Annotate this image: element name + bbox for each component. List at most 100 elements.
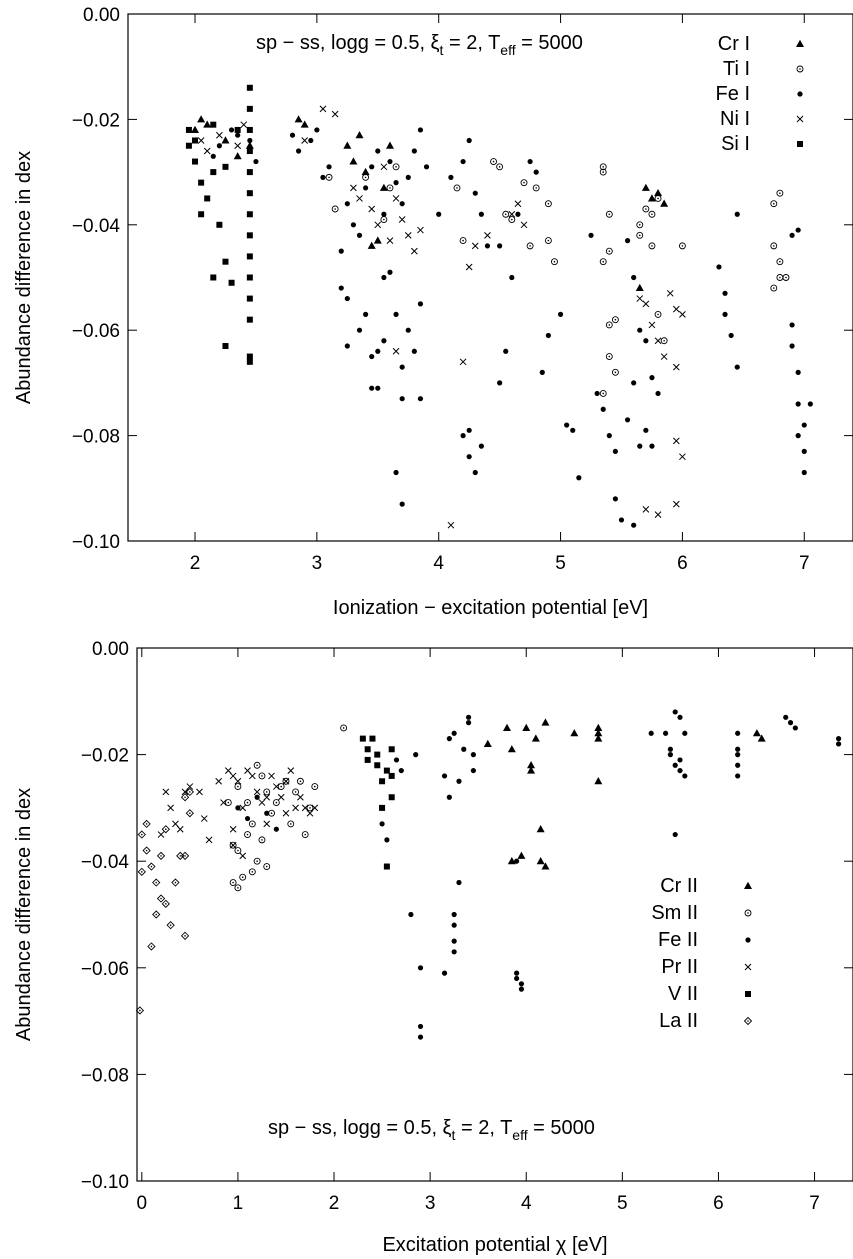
y-tick-label: −0.10 — [81, 1172, 129, 1193]
marker-ring — [277, 783, 285, 791]
marker-center — [663, 339, 665, 342]
data-point-ni-i — [392, 347, 400, 355]
chart-annotation: sp − ss, logg = 0.5, ξt = 2, Teff = 5000 — [268, 1117, 595, 1143]
data-point-pr-ii — [229, 841, 237, 849]
data-point-ti-i — [490, 158, 497, 166]
data-point-ni-i — [234, 142, 242, 150]
data-point-pr-ii — [229, 772, 237, 780]
marker-center — [602, 392, 605, 395]
data-point-fe-i — [289, 132, 296, 138]
data-point-cr-i — [233, 152, 242, 160]
marker-center — [747, 1020, 749, 1022]
data-point-fe-ii — [379, 821, 385, 827]
data-point-fe-ii — [518, 986, 525, 992]
data-point-ni-i — [642, 300, 650, 308]
data-point-pr-ii — [162, 788, 170, 796]
data-point-fe-i — [795, 227, 801, 233]
marker-ring — [648, 210, 656, 218]
marker-outline — [171, 878, 180, 887]
data-point-cr-ii — [570, 729, 579, 737]
marker-center — [547, 202, 550, 205]
marker-ring — [362, 173, 370, 181]
marker-ring — [244, 799, 251, 807]
data-point-fe-i — [436, 211, 442, 217]
marker-ring — [459, 237, 467, 245]
y-tick-label: −0.06 — [81, 959, 129, 980]
marker-outline — [185, 787, 194, 797]
marker-outline — [180, 793, 190, 802]
data-point-fe-i — [655, 390, 661, 397]
data-point-ti-i — [605, 247, 613, 255]
legend-label-si-i: Si I — [721, 133, 750, 155]
data-point-fe-i — [649, 375, 655, 381]
data-point-fe-i — [631, 380, 637, 386]
data-point-fe-ii — [787, 720, 794, 726]
data-point-ni-i — [654, 511, 662, 519]
data-point-si-i — [185, 142, 192, 149]
data-point-ni-i — [368, 205, 376, 213]
data-point-si-i — [246, 211, 253, 218]
data-point-fe-ii — [456, 879, 462, 886]
legend-marker-fe-ii — [745, 937, 751, 943]
data-point-ni-i — [471, 242, 479, 250]
data-point-fe-i — [478, 211, 484, 217]
data-point-fe-i — [728, 332, 734, 339]
marker-center — [535, 187, 537, 189]
marker-ring — [605, 321, 613, 329]
marker-center — [785, 276, 787, 279]
data-point-sm-ii — [244, 799, 251, 807]
data-point-ni-i — [642, 506, 650, 513]
data-point-fe-i — [722, 311, 728, 317]
annotation-subscript: eff — [500, 42, 515, 58]
marker-ring — [263, 863, 271, 870]
data-point-fe-i — [527, 158, 533, 165]
x-tick-label: 3 — [312, 553, 323, 574]
data-point-ni-i — [350, 184, 357, 192]
legend-marker-ni-i — [796, 115, 804, 123]
marker-center — [657, 313, 659, 316]
x-tick-label: 3 — [425, 1193, 436, 1214]
data-point-sm-ii — [306, 804, 314, 812]
data-point-fe-i — [375, 148, 381, 154]
marker-ring — [229, 879, 237, 886]
data-point-ti-i — [502, 210, 510, 218]
marker-ring — [502, 210, 510, 218]
annotation-text: sp − ss, logg = 0.5, ξ — [256, 32, 440, 54]
data-point-fe-i — [533, 169, 539, 175]
data-point-sm-ii — [253, 857, 261, 865]
data-point-pr-ii — [306, 809, 314, 817]
data-point-fe-ii — [235, 805, 241, 811]
data-point-la-ii — [137, 830, 146, 839]
marker-ring — [331, 205, 339, 213]
series-cr-i — [191, 115, 669, 292]
marker-center — [160, 897, 162, 900]
marker-center — [241, 876, 244, 878]
marker-center — [184, 855, 186, 857]
data-point-la-ii — [156, 894, 166, 903]
marker-center — [651, 245, 653, 247]
data-point-fe-ii — [264, 810, 270, 816]
legend-marker-cr-i — [796, 39, 804, 47]
marker-center — [638, 234, 641, 237]
data-point-pr-ii — [301, 804, 309, 812]
data-point-pr-ii — [239, 852, 247, 860]
marker-ring — [544, 200, 552, 208]
legend: Cr I Ti I Fe I Ni I Si I — [716, 33, 804, 155]
marker-ring — [311, 783, 319, 791]
annotation-text: = 5000 — [516, 32, 583, 54]
data-point-fe-i — [314, 127, 320, 133]
legend-label-cr-i: Cr I — [718, 33, 750, 55]
marker-outline — [185, 809, 194, 818]
data-point-cr-i — [361, 167, 370, 176]
data-point-cr-ii — [541, 862, 550, 870]
data-point-ni-i — [508, 210, 516, 218]
data-point-cr-i — [343, 141, 352, 149]
data-point-fe-i — [631, 522, 637, 528]
data-point-ni-i — [301, 137, 309, 144]
data-point-ti-i — [599, 258, 607, 266]
data-point-ti-i — [605, 353, 613, 360]
x-tick-label: 6 — [713, 1193, 724, 1214]
data-point-fe-i — [789, 343, 795, 349]
data-point-ni-i — [672, 305, 680, 313]
marker-ring — [599, 168, 607, 176]
